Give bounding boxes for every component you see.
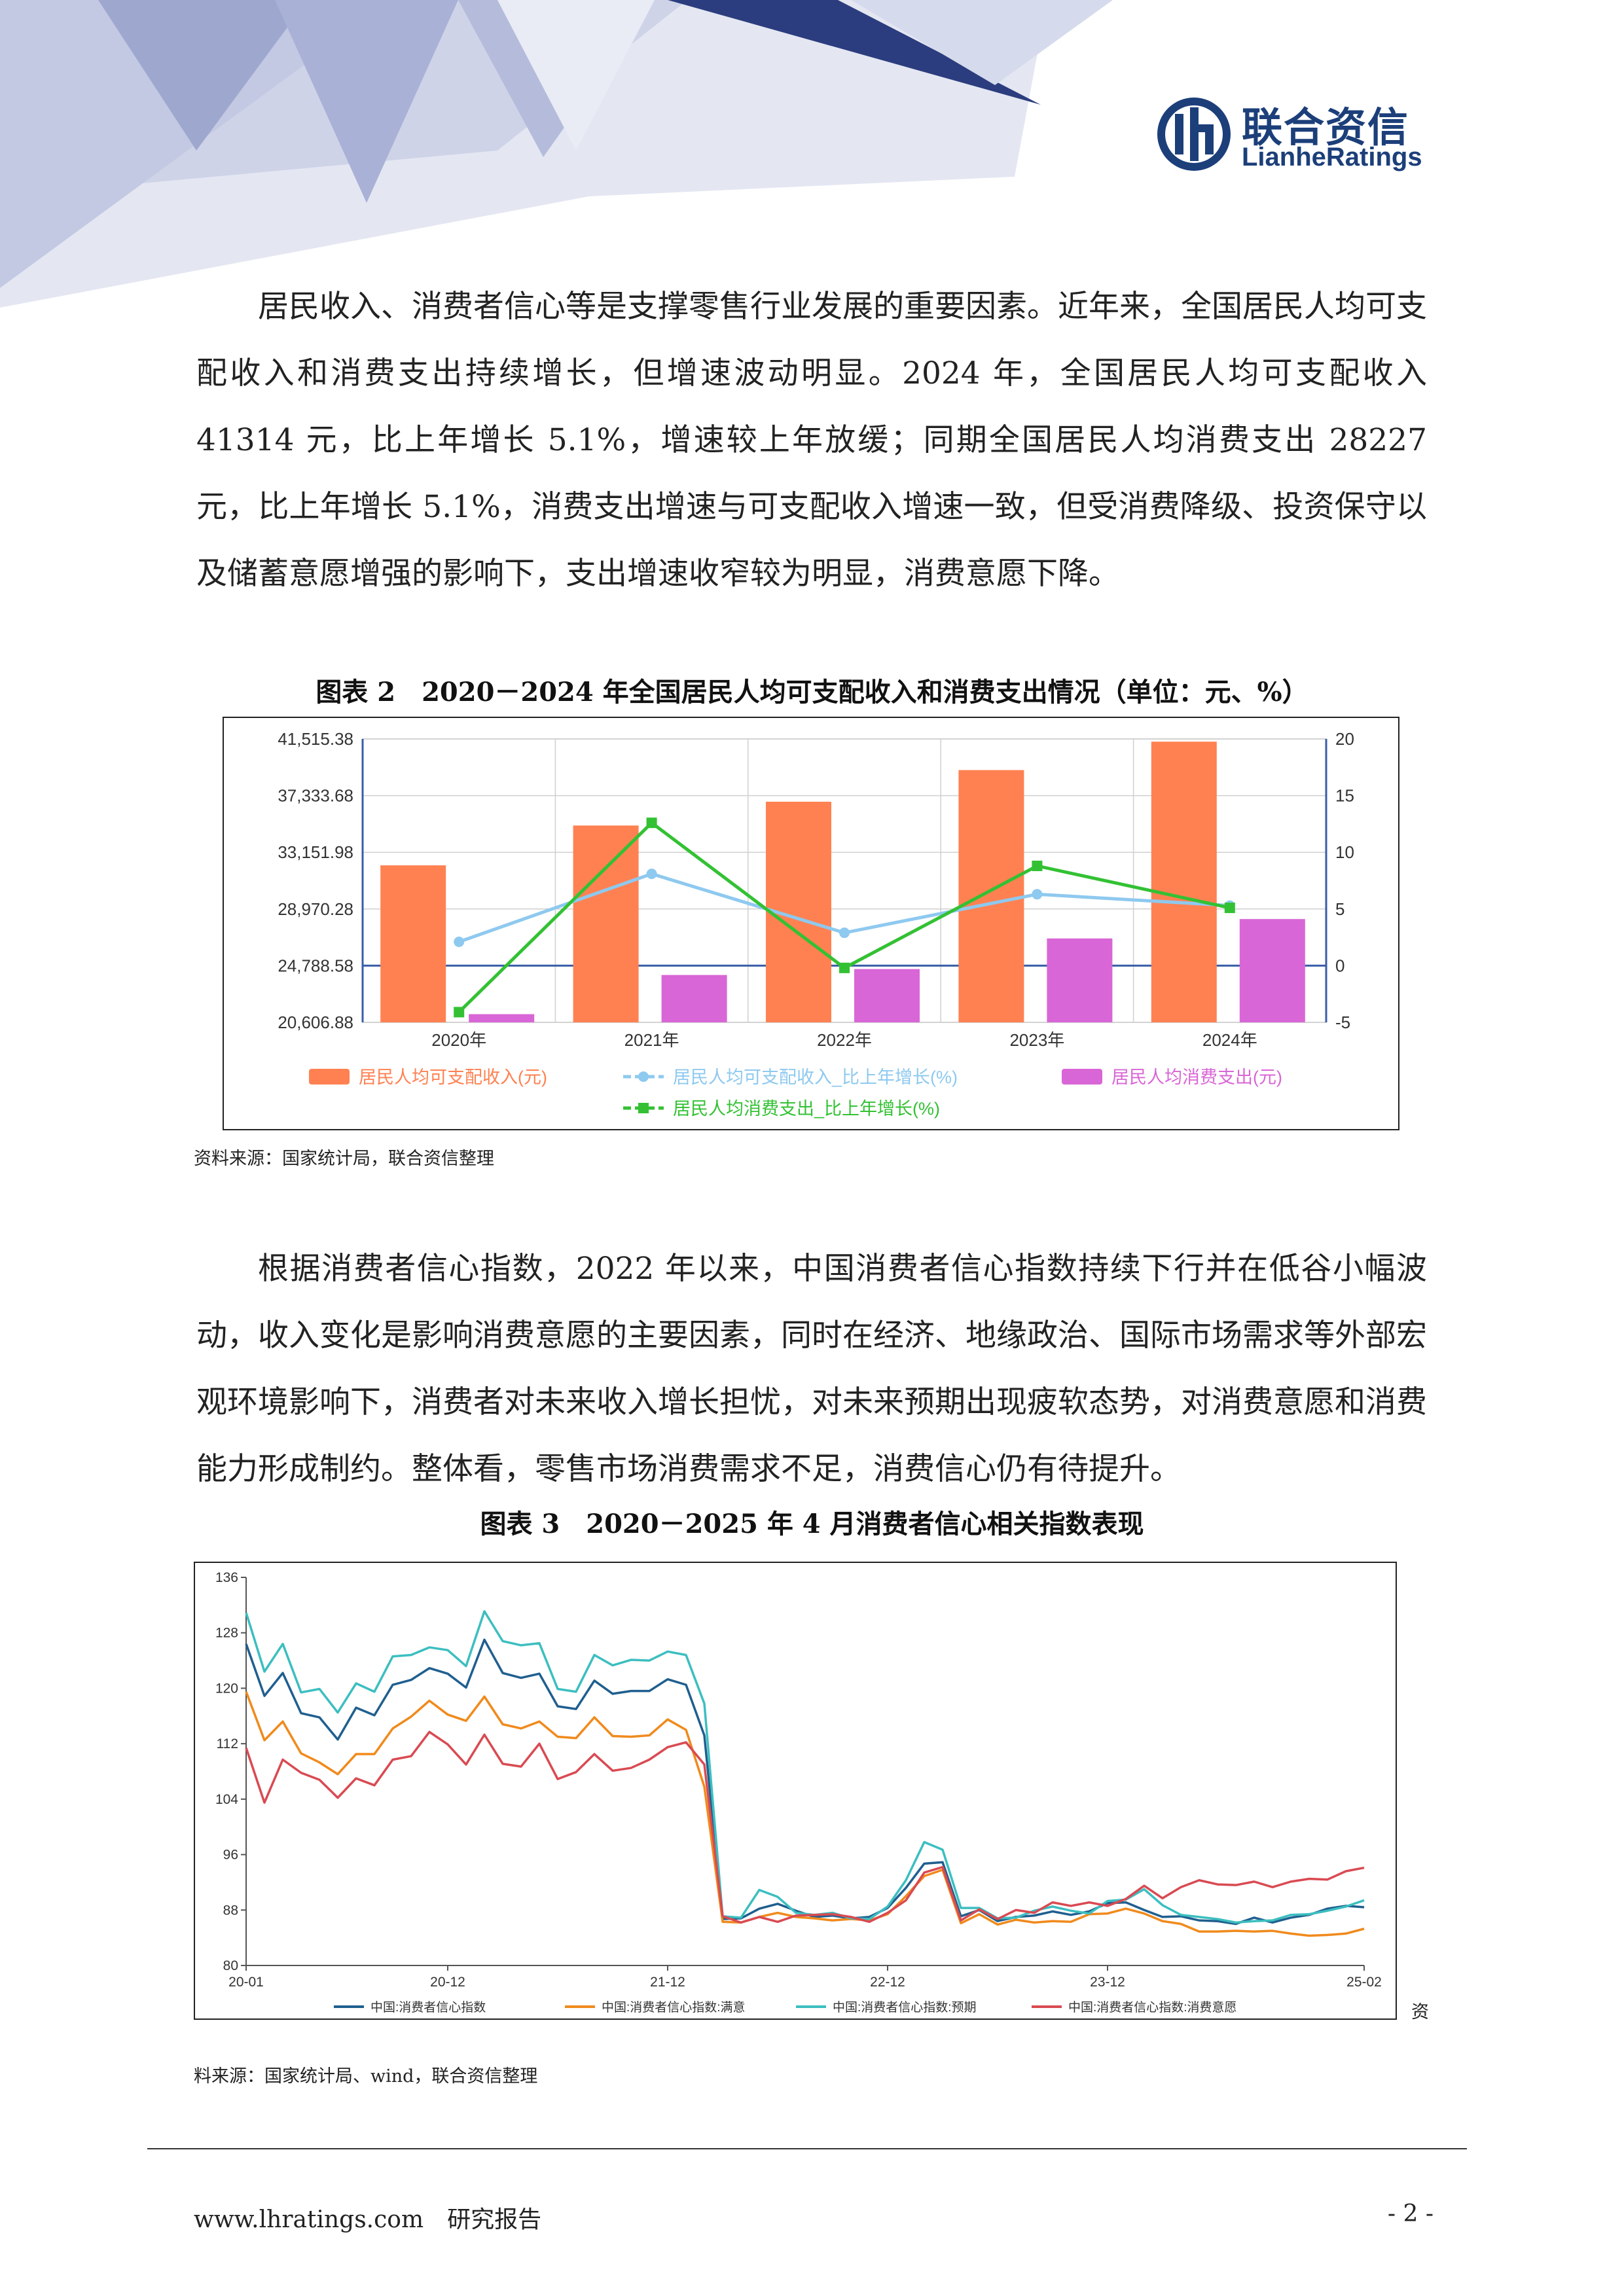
- data-point: [1032, 860, 1043, 871]
- y-tick-label: 104: [215, 1792, 238, 1807]
- bar: [573, 825, 639, 1022]
- bar: [1239, 919, 1305, 1022]
- legend-label: 居民人均可支配收入(元): [359, 1067, 547, 1087]
- legend-swatch: [1062, 1069, 1102, 1085]
- x-tick-label: 2024年: [1202, 1030, 1257, 1050]
- data-point: [454, 937, 465, 948]
- figure-2-source: 资料来源：国家统计局，联合资信整理: [194, 1149, 494, 1169]
- logo-english-name: LianheRatings: [1242, 143, 1422, 171]
- legend-label: 中国:消费者信心指数:消费意愿: [1068, 2000, 1237, 2015]
- y-tick-label: 136: [215, 1570, 238, 1585]
- header-decoration: [0, 0, 1113, 308]
- bar: [380, 865, 446, 1022]
- data-point: [646, 817, 657, 829]
- figure-3-chart: 136 128 120 112 104 96 88 80 20-01 20-12 21-12 22-1…: [194, 1562, 1397, 2020]
- legend-label: 居民人均消费支出(元): [1111, 1067, 1282, 1087]
- lianhe-logo-icon: [1157, 98, 1231, 171]
- bar: [1047, 938, 1113, 1022]
- y-left-tick-label: 24,788.58: [278, 956, 353, 975]
- y-tick-label: 80: [223, 1958, 238, 1973]
- body-paragraph-2: 根据消费者信心指数，2022 年以来，中国消费者信心指数持续下行并在低谷小幅波动…: [196, 1251, 1427, 1487]
- x-tick-label: 2022年: [817, 1030, 872, 1050]
- data-point: [454, 1007, 465, 1018]
- y-tick-label: 128: [215, 1626, 238, 1641]
- y-right-tick-label: -5: [1335, 1013, 1350, 1032]
- data-point: [839, 962, 850, 973]
- y-left-tick-label: 33,151.98: [278, 842, 353, 862]
- bar: [469, 1014, 535, 1022]
- y-left-tick-label: 37,333.68: [278, 786, 353, 806]
- y-tick-label: 96: [223, 1848, 238, 1863]
- legend-label: 居民人均可支配收入_比上年增长(%): [673, 1067, 958, 1087]
- y-right-tick-label: 15: [1335, 786, 1354, 806]
- page-number: - 2 -: [1387, 2200, 1434, 2227]
- legend-label: 中国:消费者信心指数:预期: [833, 2000, 977, 2015]
- data-point: [646, 869, 657, 880]
- figure-2-caption: 图表 2 2020－2024 年全国居民人均可支配收入和消费支出情况（单位：元、…: [316, 677, 1308, 708]
- series-line: [245, 1691, 1365, 1937]
- x-tick-label: 22-12: [870, 1975, 905, 1990]
- bar: [1151, 742, 1217, 1022]
- y-tick-label: 112: [217, 1736, 238, 1751]
- bar: [854, 969, 920, 1022]
- y-right-tick-label: 20: [1335, 729, 1354, 749]
- body-paragraph-1: 居民收入、消费者信心等是支撑零售行业发展的重要因素。近年来，全国居民人均可支配收…: [196, 289, 1427, 592]
- logo-chinese-name: 联合资信: [1242, 103, 1410, 151]
- x-tick-label: 23-12: [1090, 1975, 1125, 1990]
- data-point: [1032, 889, 1043, 900]
- series-line: [245, 1610, 1365, 1924]
- figure-2-chart: 41,515.38 37,333.68 33,151.98 28,970.28 24,7…: [223, 717, 1399, 1130]
- x-tick-label: 20-01: [228, 1975, 264, 1990]
- y-left-tick-label: 41,515.38: [278, 729, 353, 749]
- consumer-confidence-chart: 136 128 120 112 104 96 88 80 20-01 20-12 21-12 22-1…: [215, 1570, 1382, 2015]
- data-point: [839, 927, 850, 939]
- legend-marker: [638, 1071, 649, 1082]
- income-consumption-chart: 41,515.38 37,333.68 33,151.98 28,970.28 24,7…: [278, 729, 1354, 1119]
- bar: [661, 975, 727, 1022]
- x-tick-label: 21-12: [650, 1975, 685, 1990]
- figure-3-caption: 图表 3 2020－2025 年 4 月消费者信心相关指数表现: [480, 1509, 1144, 1539]
- x-tick-label: 2021年: [624, 1030, 679, 1050]
- x-tick-label: 25-02: [1346, 1975, 1382, 1990]
- x-tick-label: 2023年: [1009, 1030, 1064, 1050]
- x-tick-label: 20-12: [430, 1975, 465, 1990]
- y-left-tick-label: 20,606.88: [278, 1013, 353, 1032]
- footer-site: www.lhratings.com 研究报告: [194, 2206, 542, 2233]
- y-tick-label: 88: [223, 1903, 238, 1918]
- y-right-tick-label: 5: [1335, 899, 1344, 919]
- y-left-tick-label: 28,970.28: [278, 899, 353, 919]
- legend-label: 中国:消费者信心指数: [370, 2000, 486, 2015]
- data-point: [1224, 903, 1235, 914]
- figure-3-source-start: 资: [1411, 2002, 1429, 2022]
- footer-divider: [147, 2148, 1467, 2149]
- legend-label: 中国:消费者信心指数:满意: [602, 2000, 746, 2015]
- figure-3-source: 料来源：国家统计局、wind，联合资信整理: [194, 2066, 538, 2087]
- legend-marker: [638, 1103, 649, 1113]
- legend-label: 居民人均消费支出_比上年增长(%): [673, 1099, 940, 1119]
- bar: [958, 770, 1024, 1022]
- y-tick-label: 120: [215, 1681, 238, 1696]
- legend-swatch: [309, 1069, 350, 1085]
- y-right-tick-label: 10: [1335, 842, 1354, 862]
- y-right-tick-label: 0: [1335, 956, 1344, 975]
- lianhe-logo: 联合资信 LianheRatings: [1155, 90, 1430, 175]
- x-tick-label: 2020年: [431, 1030, 486, 1050]
- series-line: [245, 1731, 1365, 1924]
